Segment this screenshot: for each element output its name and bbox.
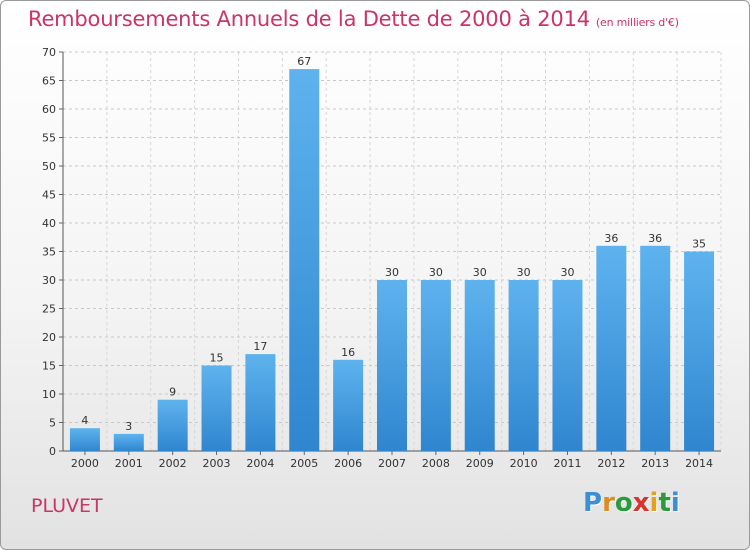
bar xyxy=(201,365,232,451)
x-tick-label: 2010 xyxy=(510,457,538,470)
logo-letter: x xyxy=(632,488,650,518)
bar xyxy=(157,399,188,451)
y-tick-label: 60 xyxy=(42,103,56,116)
x-tick-label: 2014 xyxy=(685,457,713,470)
y-tick-label: 25 xyxy=(42,303,56,316)
logo-letter: i xyxy=(649,488,659,518)
y-tick-label: 55 xyxy=(42,132,56,145)
bar xyxy=(552,280,583,451)
x-tick-label: 2002 xyxy=(159,457,187,470)
y-tick-label: 65 xyxy=(42,75,56,88)
x-tick-label: 2004 xyxy=(246,457,274,470)
data-label: 30 xyxy=(473,266,487,279)
chart-title: Remboursements Annuels de la Dette de 20… xyxy=(28,7,679,31)
logo-letter: P xyxy=(583,488,603,518)
x-tick-label: 2008 xyxy=(422,457,450,470)
logo-letter: o xyxy=(614,488,633,518)
x-tick-label: 2011 xyxy=(553,457,581,470)
data-label: 15 xyxy=(210,352,224,365)
data-label: 30 xyxy=(429,266,443,279)
y-tick-label: 50 xyxy=(42,160,56,173)
data-label: 36 xyxy=(604,232,618,245)
x-tick-label: 2012 xyxy=(597,457,625,470)
bar xyxy=(333,359,364,451)
x-tick-label: 2013 xyxy=(641,457,669,470)
bar xyxy=(464,280,495,451)
x-tick-label: 2005 xyxy=(290,457,318,470)
y-tick-label: 35 xyxy=(42,246,56,259)
bar xyxy=(684,251,715,451)
x-tick-label: 2003 xyxy=(203,457,231,470)
data-label: 17 xyxy=(253,340,267,353)
y-tick-label: 40 xyxy=(42,217,56,230)
x-tick-label: 2001 xyxy=(115,457,143,470)
x-tick-label: 2000 xyxy=(71,457,99,470)
data-label: 67 xyxy=(297,55,311,68)
y-tick-label: 30 xyxy=(42,274,56,287)
data-label: 9 xyxy=(169,386,176,399)
y-tick-label: 45 xyxy=(42,189,56,202)
y-tick-label: 70 xyxy=(42,46,56,59)
data-label: 30 xyxy=(517,266,531,279)
bars xyxy=(69,69,715,451)
logo-letter: i xyxy=(670,488,680,518)
value-labels: 4 3 9 15 17 67 16 30 30 30 30 30 36 36 35 xyxy=(81,55,706,433)
y-tick-label: 0 xyxy=(49,445,56,458)
x-tick-label: 2009 xyxy=(466,457,494,470)
y-tick-label: 20 xyxy=(42,331,56,344)
unit-label: (en milliers d'€) xyxy=(595,16,679,29)
proxiti-logo[interactable]: Proxiti xyxy=(583,488,680,518)
bar xyxy=(508,280,539,451)
y-tick-label: 10 xyxy=(42,388,56,401)
bar xyxy=(113,433,144,451)
bar xyxy=(420,280,451,451)
bar xyxy=(245,354,276,451)
y-tick-label: 5 xyxy=(49,417,56,430)
data-label: 4 xyxy=(81,414,88,427)
x-tick-label: 2007 xyxy=(378,457,406,470)
data-label: 36 xyxy=(648,232,662,245)
bar xyxy=(69,428,100,451)
bar xyxy=(640,245,671,451)
data-label: 16 xyxy=(341,346,355,359)
y-tick-label: 15 xyxy=(42,360,56,373)
x-tick-label: 2006 xyxy=(334,457,362,470)
bar xyxy=(377,280,407,451)
title-text: Remboursements Annuels de la Dette de 20… xyxy=(28,7,590,31)
data-label: 30 xyxy=(385,266,399,279)
bar xyxy=(289,69,320,451)
logo-letter: t xyxy=(658,488,671,518)
logo-letter: r xyxy=(602,488,615,518)
data-label: 3 xyxy=(125,420,132,433)
data-label: 35 xyxy=(692,238,706,251)
bar xyxy=(596,245,627,451)
place-name: PLUVET xyxy=(31,495,103,517)
data-label: 30 xyxy=(560,266,574,279)
